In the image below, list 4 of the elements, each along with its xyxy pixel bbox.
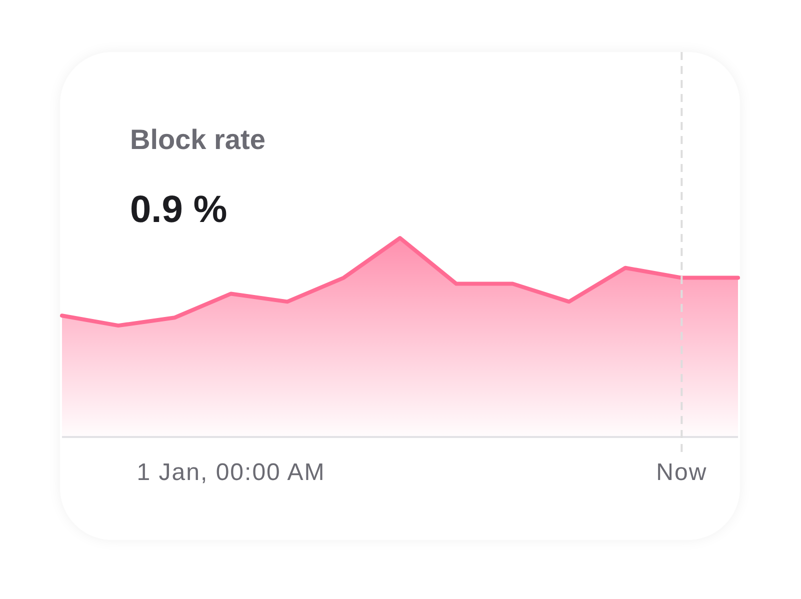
chart-subtitle: 0.9 % — [130, 189, 228, 231]
x-tick-label: 1 Jan, 00:00 AM — [136, 459, 326, 486]
x-tick-label: Now — [656, 459, 708, 486]
chart-title: Block rate — [130, 124, 266, 155]
